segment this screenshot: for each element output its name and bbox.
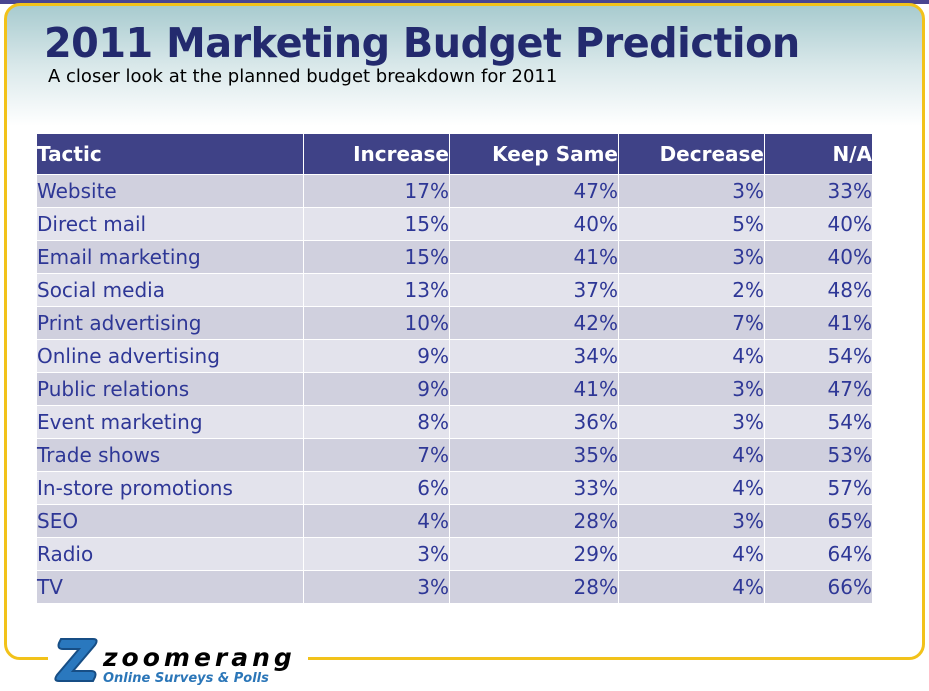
table-row: SEO 4% 28% 3% 65% [36, 504, 873, 538]
cell-decrease: 2% [618, 273, 765, 307]
table-row: Website 17% 47% 3% 33% [36, 174, 873, 208]
slide-subtitle: A closer look at the planned budget brea… [48, 66, 558, 87]
table-row: TV 3% 28% 4% 66% [36, 570, 873, 604]
cell-increase: 6% [303, 471, 450, 505]
table-row: Online advertising 9% 34% 4% 54% [36, 339, 873, 373]
cell-decrease: 3% [618, 240, 765, 274]
cell-decrease: 4% [618, 537, 765, 571]
cell-tactic: TV [36, 570, 304, 604]
cell-increase: 10% [303, 306, 450, 340]
slide-title: 2011 Marketing Budget Prediction [44, 19, 800, 67]
cell-keep-same: 42% [449, 306, 619, 340]
cell-decrease: 4% [618, 438, 765, 472]
cell-tactic: Online advertising [36, 339, 304, 373]
cell-increase: 3% [303, 537, 450, 571]
cell-keep-same: 33% [449, 471, 619, 505]
header-na: N/A [764, 133, 873, 175]
cell-increase: 7% [303, 438, 450, 472]
cell-na: 64% [764, 537, 873, 571]
zoomerang-logo: zoomerang Online Surveys & Polls [48, 633, 308, 691]
cell-na: 54% [764, 405, 873, 439]
header-increase: Increase [303, 133, 450, 175]
cell-keep-same: 35% [449, 438, 619, 472]
cell-tactic: Event marketing [36, 405, 304, 439]
cell-increase: 9% [303, 339, 450, 373]
cell-decrease: 4% [618, 570, 765, 604]
cell-na: 65% [764, 504, 873, 538]
cell-na: 57% [764, 471, 873, 505]
cell-decrease: 3% [618, 174, 765, 208]
cell-na: 40% [764, 207, 873, 241]
cell-decrease: 4% [618, 339, 765, 373]
cell-na: 33% [764, 174, 873, 208]
cell-na: 54% [764, 339, 873, 373]
cell-increase: 15% [303, 240, 450, 274]
cell-decrease: 3% [618, 504, 765, 538]
cell-na: 53% [764, 438, 873, 472]
cell-tactic: Website [36, 174, 304, 208]
cell-keep-same: 41% [449, 372, 619, 406]
cell-tactic: Print advertising [36, 306, 304, 340]
cell-tactic: Trade shows [36, 438, 304, 472]
cell-tactic: Public relations [36, 372, 304, 406]
top-bar [0, 0, 929, 4]
logo-wordmark: zoomerang [103, 643, 296, 672]
cell-increase: 9% [303, 372, 450, 406]
zoomerang-z-icon [54, 638, 98, 682]
cell-na: 48% [764, 273, 873, 307]
table-row: Email marketing 15% 41% 3% 40% [36, 240, 873, 274]
cell-keep-same: 36% [449, 405, 619, 439]
table-row: Social media 13% 37% 2% 48% [36, 273, 873, 307]
table-row: Direct mail 15% 40% 5% 40% [36, 207, 873, 241]
cell-keep-same: 28% [449, 504, 619, 538]
cell-keep-same: 41% [449, 240, 619, 274]
cell-decrease: 3% [618, 372, 765, 406]
cell-tactic: Email marketing [36, 240, 304, 274]
table-header-row: Tactic Increase Keep Same Decrease N/A [36, 133, 873, 175]
table-row: Radio 3% 29% 4% 64% [36, 537, 873, 571]
table-row: In-store promotions 6% 33% 4% 57% [36, 471, 873, 505]
cell-increase: 3% [303, 570, 450, 604]
cell-increase: 8% [303, 405, 450, 439]
cell-decrease: 7% [618, 306, 765, 340]
table-row: Event marketing 8% 36% 3% 54% [36, 405, 873, 439]
cell-keep-same: 28% [449, 570, 619, 604]
logo-tagline: Online Surveys & Polls [103, 671, 269, 686]
header-keep-same: Keep Same [449, 133, 619, 175]
cell-decrease: 4% [618, 471, 765, 505]
cell-keep-same: 34% [449, 339, 619, 373]
cell-decrease: 3% [618, 405, 765, 439]
table-row: Print advertising 10% 42% 7% 41% [36, 306, 873, 340]
table-row: Public relations 9% 41% 3% 47% [36, 372, 873, 406]
table-row: Trade shows 7% 35% 4% 53% [36, 438, 873, 472]
cell-na: 41% [764, 306, 873, 340]
cell-decrease: 5% [618, 207, 765, 241]
cell-keep-same: 37% [449, 273, 619, 307]
cell-tactic: Direct mail [36, 207, 304, 241]
cell-increase: 17% [303, 174, 450, 208]
cell-keep-same: 40% [449, 207, 619, 241]
budget-table: Tactic Increase Keep Same Decrease N/A W… [36, 133, 873, 604]
cell-na: 47% [764, 372, 873, 406]
cell-na: 40% [764, 240, 873, 274]
header-tactic: Tactic [36, 133, 304, 175]
cell-increase: 13% [303, 273, 450, 307]
header-decrease: Decrease [618, 133, 765, 175]
cell-increase: 15% [303, 207, 450, 241]
cell-tactic: In-store promotions [36, 471, 304, 505]
cell-increase: 4% [303, 504, 450, 538]
cell-keep-same: 47% [449, 174, 619, 208]
cell-tactic: Social media [36, 273, 304, 307]
cell-tactic: Radio [36, 537, 304, 571]
cell-keep-same: 29% [449, 537, 619, 571]
cell-tactic: SEO [36, 504, 304, 538]
cell-na: 66% [764, 570, 873, 604]
